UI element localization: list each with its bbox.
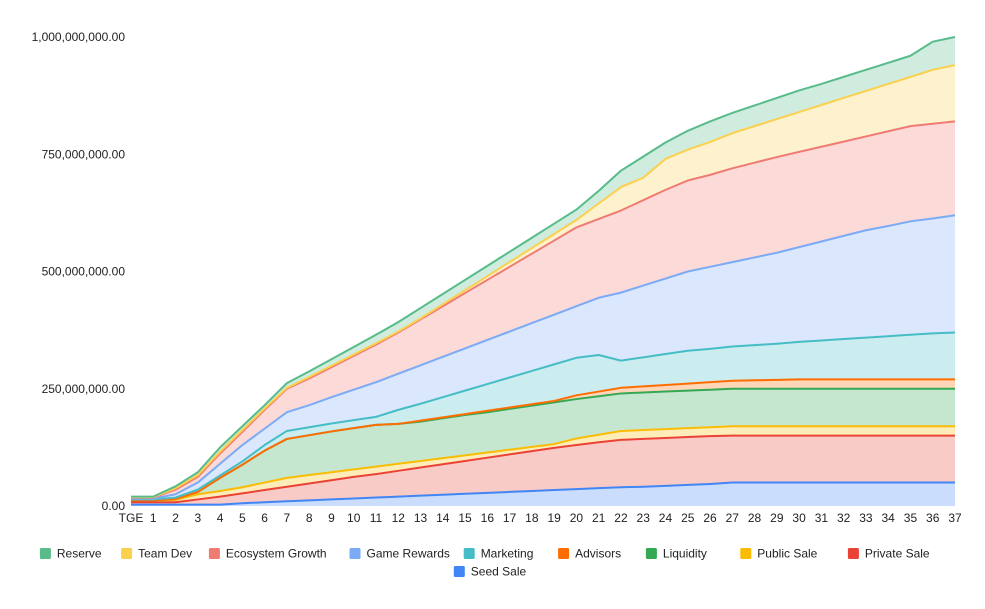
legend-item-team-dev: Team Dev bbox=[121, 547, 192, 561]
legend-label: Seed Sale bbox=[471, 565, 527, 579]
line-advisors bbox=[131, 378, 955, 502]
x-tick-label: 7 bbox=[284, 511, 291, 525]
x-tick-label: 18 bbox=[525, 511, 539, 525]
area-private-sale bbox=[131, 435, 955, 505]
line-marketing bbox=[131, 331, 956, 501]
x-tick-label: 9 bbox=[328, 511, 335, 525]
x-tick-label: 11 bbox=[370, 511, 383, 525]
legend-item-marketing: Marketing bbox=[463, 547, 534, 561]
legend-label: Ecosystem Growth bbox=[226, 547, 327, 561]
legend-label: Marketing bbox=[481, 547, 534, 561]
y-tick-label: 250,000,000.00 bbox=[42, 382, 126, 396]
x-tick-label: 15 bbox=[458, 511, 472, 525]
x-tick-label: 28 bbox=[748, 511, 762, 525]
x-tick-label: 27 bbox=[726, 511, 740, 525]
x-tick-label: 25 bbox=[681, 511, 695, 525]
legend-label: Liquidity bbox=[663, 547, 707, 561]
y-axis: 0.00 250,000,000.00 500,000,000.00 750,000,… bbox=[32, 30, 126, 513]
y-tick-label: 750,000,000.00 bbox=[42, 147, 126, 161]
x-tick-label: TGE bbox=[119, 511, 144, 525]
legend-swatch bbox=[645, 548, 657, 559]
area-reserve bbox=[131, 37, 955, 498]
legend-swatch bbox=[463, 548, 475, 559]
x-tick-label: 31 bbox=[815, 511, 829, 525]
y-tick-label: 500,000,000.00 bbox=[42, 265, 126, 279]
legend-item-seed-sale: Seed Sale bbox=[453, 565, 527, 579]
x-tick-label: 34 bbox=[882, 511, 896, 525]
x-tick-label: 23 bbox=[637, 511, 651, 525]
chart-legend: Reserve Team Dev Ecosystem Growth Game Rewa… bbox=[39, 547, 930, 579]
x-tick-label: 2 bbox=[172, 511, 179, 525]
legend-swatch bbox=[453, 566, 465, 577]
x-tick-label: 1 bbox=[150, 511, 157, 525]
legend-label: Team Dev bbox=[138, 547, 192, 561]
legend-swatch bbox=[121, 548, 133, 559]
area-marketing bbox=[131, 332, 955, 501]
x-axis: TGE 1 2 3 4 5 6 7 8 9 10 11 12 13 14 15 16 17 18 19 20 21 22 23… bbox=[119, 511, 962, 525]
legend-item-private-sale: Private Sale bbox=[847, 547, 930, 561]
area-team-dev bbox=[131, 65, 955, 498]
area-ecosystem-growth bbox=[131, 121, 955, 499]
legend-swatch bbox=[740, 548, 752, 559]
legend-item-public-sale: Public Sale bbox=[740, 547, 818, 561]
line-private-sale bbox=[131, 434, 955, 504]
legend-label: Game Rewards bbox=[367, 547, 450, 561]
x-tick-label: 24 bbox=[659, 511, 673, 525]
legend-label: Advisors bbox=[575, 547, 621, 561]
line-team-dev bbox=[131, 64, 956, 499]
legend-swatch bbox=[847, 548, 859, 559]
x-tick-label: 32 bbox=[837, 511, 851, 525]
x-tick-label: 8 bbox=[306, 511, 313, 525]
y-tick-label: 0.00 bbox=[102, 499, 126, 513]
x-tick-label: 5 bbox=[239, 511, 246, 525]
x-tick-label: 16 bbox=[481, 511, 495, 525]
area-game-rewards bbox=[131, 215, 955, 500]
legend-item-game-rewards: Game Rewards bbox=[349, 547, 450, 561]
x-tick-label: 35 bbox=[904, 511, 918, 525]
x-tick-label: 4 bbox=[217, 511, 224, 525]
x-tick-label: 13 bbox=[414, 511, 428, 525]
line-reserve bbox=[131, 36, 956, 498]
legend-swatch bbox=[349, 548, 361, 559]
x-tick-label: 3 bbox=[194, 511, 201, 525]
y-tick-label: 1,000,000,000.00 bbox=[32, 30, 126, 44]
x-tick-label: 26 bbox=[703, 511, 717, 525]
x-tick-label: 12 bbox=[392, 511, 406, 525]
x-tick-label: 10 bbox=[347, 511, 361, 525]
legend-item-reserve: Reserve bbox=[39, 547, 102, 561]
line-game-rewards bbox=[131, 214, 956, 500]
x-tick-label: 30 bbox=[792, 511, 806, 525]
x-tick-label: 29 bbox=[770, 511, 784, 525]
legend-swatch bbox=[558, 548, 570, 559]
x-tick-label: 21 bbox=[592, 511, 606, 525]
legend-label: Public Sale bbox=[757, 547, 817, 561]
legend-item-ecosystem-growth: Ecosystem Growth bbox=[208, 547, 327, 561]
line-public-sale bbox=[131, 425, 955, 502]
x-tick-label: 17 bbox=[503, 511, 517, 525]
x-tick-label: 37 bbox=[948, 511, 962, 525]
legend-item-liquidity: Liquidity bbox=[645, 547, 707, 561]
legend-label: Reserve bbox=[57, 547, 102, 561]
x-tick-label: 14 bbox=[436, 511, 450, 525]
chart-series-lines bbox=[131, 36, 956, 506]
area-public-sale bbox=[131, 426, 955, 503]
line-seed-sale bbox=[131, 481, 955, 506]
legend-item-advisors: Advisors bbox=[558, 547, 621, 561]
legend-swatch bbox=[39, 548, 51, 559]
x-tick-label: 36 bbox=[926, 511, 940, 525]
x-tick-label: 20 bbox=[570, 511, 584, 525]
x-tick-label: 22 bbox=[614, 511, 628, 525]
x-tick-label: 19 bbox=[547, 511, 561, 525]
legend-swatch bbox=[208, 548, 220, 559]
legend-label: Private Sale bbox=[865, 547, 930, 561]
x-tick-label: 6 bbox=[261, 511, 268, 525]
x-tick-label: 33 bbox=[859, 511, 873, 525]
